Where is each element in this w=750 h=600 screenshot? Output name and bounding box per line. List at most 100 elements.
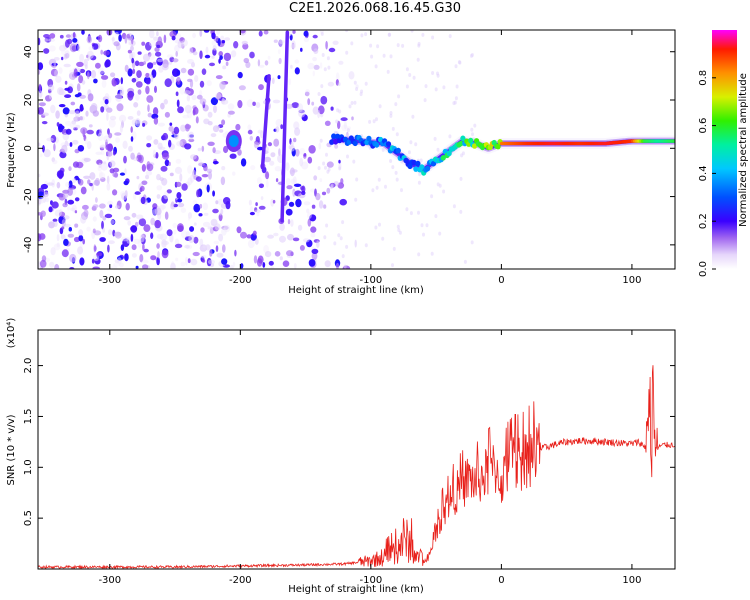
spectrogram-cell bbox=[141, 180, 148, 186]
spectrogram-cell bbox=[61, 91, 66, 96]
spectrogram-cell bbox=[370, 54, 374, 59]
spectrogram-cell bbox=[48, 38, 56, 42]
spectrogram-cell bbox=[195, 176, 202, 182]
spectrogram-cell bbox=[278, 57, 282, 65]
spectrogram-cell bbox=[114, 231, 122, 239]
spectrogram-cell bbox=[38, 83, 42, 91]
spectrogram-cell bbox=[54, 69, 58, 78]
spectrogram-cell bbox=[145, 79, 151, 85]
spectrogram-cell bbox=[273, 138, 280, 147]
spectrogram-cell bbox=[83, 175, 91, 179]
spectrogram-cell bbox=[169, 122, 173, 126]
spectrogram-cell bbox=[239, 30, 246, 34]
spectrogram-cell bbox=[141, 164, 146, 172]
x-tick-label: 0 bbox=[498, 575, 504, 586]
spectrogram-cell bbox=[137, 89, 142, 95]
spectrogram-cell bbox=[108, 132, 113, 139]
spectrogram-cell bbox=[157, 58, 164, 63]
spectrogram-cell bbox=[86, 35, 93, 44]
spectrogram-cell bbox=[58, 211, 66, 217]
spectrogram-cell bbox=[99, 203, 106, 209]
spectrogram-cell bbox=[69, 253, 77, 263]
spectrogram-cell bbox=[287, 233, 294, 241]
spectrogram-cell bbox=[313, 175, 318, 181]
spectrogram-cell bbox=[171, 35, 176, 41]
spectrogram-cell bbox=[338, 60, 344, 65]
spectrogram-cell bbox=[264, 60, 269, 66]
spectrogram-cell bbox=[130, 152, 135, 160]
spectrogram-cell bbox=[53, 59, 57, 67]
spectrogram-cell bbox=[97, 132, 104, 141]
snr-line bbox=[38, 365, 675, 569]
spectrogram-cell bbox=[108, 229, 113, 236]
colorbar-tick-label: 0.6 bbox=[698, 118, 709, 134]
spectrogram-cell bbox=[470, 127, 474, 132]
spectrogram-cell bbox=[49, 261, 55, 268]
spectrogram-cell bbox=[101, 79, 107, 89]
spectrogram-cell bbox=[236, 226, 242, 234]
spectrogram-cell bbox=[69, 43, 77, 53]
spectrogram-cell bbox=[41, 121, 48, 125]
spectrogram-cell bbox=[247, 124, 252, 131]
spectrogram-cell bbox=[62, 202, 68, 208]
spectrogram-cell bbox=[180, 207, 187, 213]
spectrogram-cell bbox=[77, 246, 84, 255]
spectrogram-cell bbox=[145, 41, 152, 51]
spectrogram-cell bbox=[131, 212, 137, 218]
spectrogram-cell bbox=[102, 215, 107, 221]
spectrogram-cell bbox=[209, 62, 215, 67]
spectrogram-cell bbox=[434, 214, 438, 219]
spectrogram-cell bbox=[56, 122, 60, 127]
spectrogram-cell bbox=[161, 195, 168, 204]
spectrogram-cell bbox=[306, 239, 313, 248]
spectrogram-cell bbox=[409, 211, 413, 216]
spectrogram-cell bbox=[397, 94, 401, 99]
spectrogram-cell bbox=[433, 136, 437, 141]
spectrogram-cell bbox=[67, 206, 71, 211]
spectrogram-cell bbox=[282, 260, 290, 268]
spectrogram-cell bbox=[132, 193, 137, 201]
spectrogram-cell bbox=[326, 161, 334, 168]
x-tick-label: -200 bbox=[229, 275, 252, 286]
spectrogram-cell bbox=[346, 154, 349, 159]
spectrogram-cell bbox=[221, 166, 226, 171]
spectrogram-cell bbox=[307, 98, 311, 106]
spectrogram-cell bbox=[181, 183, 188, 191]
spectrogram-cell bbox=[389, 54, 393, 59]
spectrogram-cell bbox=[278, 148, 281, 157]
spectrogram-cell bbox=[99, 209, 104, 219]
spectrogram-cell bbox=[141, 41, 146, 46]
spectrogram-cell bbox=[258, 30, 263, 37]
spectrogram-cell bbox=[368, 119, 372, 124]
spectrogram-x-label: Height of straight line (km) bbox=[288, 285, 424, 296]
spectrogram-cell bbox=[107, 208, 112, 212]
spectrogram-cell bbox=[405, 207, 409, 212]
spectrogram-cell bbox=[274, 251, 281, 257]
spectrogram-cell bbox=[160, 102, 165, 110]
spectrogram-cell bbox=[184, 244, 190, 249]
spectrogram-cell bbox=[150, 232, 154, 239]
spectrogram-cell bbox=[141, 233, 147, 239]
spectrogram-cell bbox=[257, 129, 263, 134]
ridge-cell bbox=[430, 160, 437, 167]
spectrogram-cell bbox=[197, 147, 202, 152]
x-tick-label: 100 bbox=[622, 575, 641, 586]
spectrogram-cell bbox=[320, 84, 324, 89]
spectrogram-cell bbox=[311, 252, 318, 260]
spectrogram-cell bbox=[206, 184, 210, 193]
spectrogram-cell bbox=[149, 30, 155, 39]
spectrogram-cell bbox=[69, 121, 77, 129]
x-tick-label: -200 bbox=[229, 575, 252, 586]
spectrogram-cell bbox=[75, 124, 81, 129]
colorbar-label: Normalized spectral amplitude bbox=[738, 73, 749, 227]
spectrogram-cell bbox=[320, 31, 324, 36]
spectrogram-cell bbox=[110, 265, 118, 269]
spectrogram-cell bbox=[292, 176, 297, 186]
spectrogram-cell bbox=[147, 62, 154, 69]
spectrogram-cell bbox=[408, 73, 412, 77]
spectrogram-cell bbox=[459, 176, 463, 181]
spectrogram-cell bbox=[417, 210, 420, 215]
spectrogram-cell bbox=[112, 189, 118, 196]
colorbar-ticks: 0.0 0.2 0.4 0.6 0.8 bbox=[698, 70, 716, 277]
spectrogram-cell bbox=[311, 248, 319, 254]
